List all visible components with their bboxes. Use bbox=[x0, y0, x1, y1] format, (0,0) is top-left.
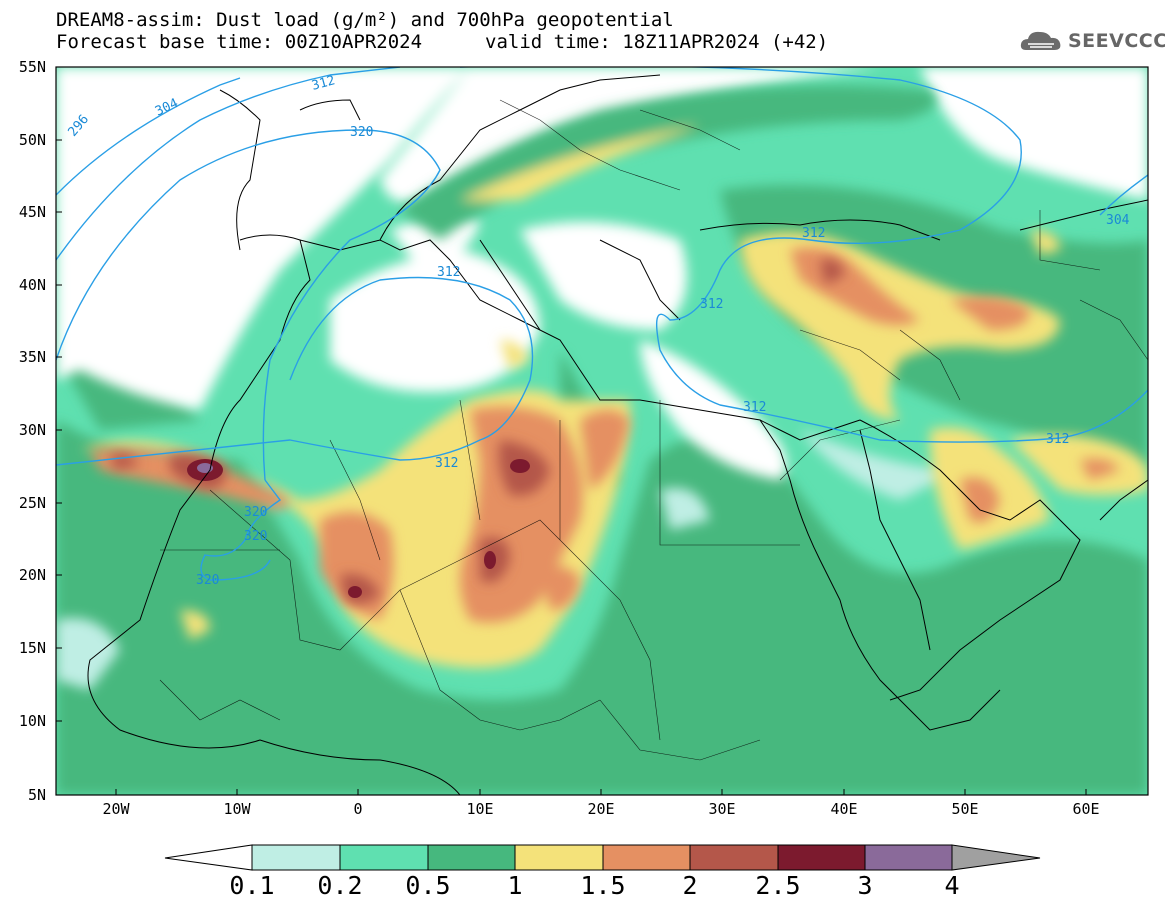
contour-labels: 296 304 312 320 312 320 312 312 312 320 … bbox=[66, 73, 1130, 588]
lon-label: 60E bbox=[1072, 800, 1100, 818]
contour-label: 320 bbox=[350, 125, 373, 140]
contour-label: 304 bbox=[1106, 213, 1130, 228]
colorbar-label: 0.1 bbox=[229, 871, 275, 900]
political-borders bbox=[159, 99, 1148, 761]
lat-label: 40N bbox=[18, 276, 46, 294]
contour-label: 312 bbox=[802, 226, 825, 241]
lon-label: 50E bbox=[951, 800, 979, 818]
colorbar-swatch bbox=[864, 844, 953, 871]
colorbar bbox=[164, 844, 1041, 871]
dust-free-areas bbox=[56, 67, 1148, 690]
lon-label: 20E bbox=[587, 800, 615, 818]
lat-label: 5N bbox=[27, 786, 46, 804]
contour-label: 320 bbox=[244, 529, 267, 544]
lat-label: 45N bbox=[18, 203, 46, 221]
colorbar-swatch bbox=[339, 844, 429, 871]
colorbar-swatch bbox=[427, 844, 516, 871]
map-title: DREAM8-assim: Dust load (g/m²) and 700hP… bbox=[56, 9, 674, 31]
cloud-icon bbox=[1020, 31, 1061, 50]
colorbar-label: 4 bbox=[944, 871, 960, 900]
colorbar-label: 2.5 bbox=[755, 871, 801, 900]
seevccc-logo: SEEVCCC bbox=[1018, 26, 1165, 56]
lat-label: 25N bbox=[18, 494, 46, 512]
contour-label: 312 bbox=[700, 297, 723, 312]
colorbar-label: 0.2 bbox=[317, 871, 363, 900]
lat-label: 30N bbox=[18, 421, 46, 439]
logo-text: SEEVCCC bbox=[1068, 30, 1165, 52]
axis-ticks bbox=[56, 66, 1087, 795]
contour-label: 320 bbox=[196, 573, 219, 588]
lon-label: 10W bbox=[223, 800, 251, 818]
lat-label: 15N bbox=[18, 639, 46, 657]
dust-level-3-areas bbox=[187, 459, 530, 598]
contour-label: 320 bbox=[244, 505, 267, 520]
colorbar-label: 0.5 bbox=[405, 871, 451, 900]
colorbar-under-arrow bbox=[164, 844, 253, 871]
colorbar-label: 2 bbox=[682, 871, 698, 900]
lat-label: 10N bbox=[18, 712, 46, 730]
colorbar-swatch bbox=[689, 844, 779, 871]
contour-label: 312 bbox=[435, 456, 458, 471]
lon-label: 20W bbox=[102, 800, 130, 818]
colorbar-label: 3 bbox=[857, 871, 873, 900]
dust-field bbox=[56, 67, 1148, 795]
colorbar-swatch bbox=[777, 844, 866, 871]
lon-label: 30E bbox=[708, 800, 736, 818]
colorbar-swatch bbox=[514, 844, 604, 871]
lat-label: 20N bbox=[18, 566, 46, 584]
contour-label: 312 bbox=[437, 265, 460, 280]
lat-label: 50N bbox=[18, 131, 46, 149]
lon-label: 10E bbox=[466, 800, 494, 818]
lat-label: 55N bbox=[18, 58, 46, 76]
colorbar-swatch bbox=[602, 844, 691, 871]
colorbar-swatch bbox=[251, 844, 341, 871]
colorbar-label: 1.5 bbox=[580, 871, 626, 900]
forecast-base-time: Forecast base time: 00Z10APR2024 bbox=[56, 31, 423, 53]
valid-time: valid time: 18Z11APR2024 (+42) bbox=[485, 31, 829, 53]
colorbar-label: 1 bbox=[507, 871, 523, 900]
lon-label: 40E bbox=[830, 800, 858, 818]
european-dust-band bbox=[400, 85, 936, 240]
lon-label: 0 bbox=[353, 800, 363, 818]
map-frame bbox=[55, 66, 1149, 796]
colorbar-over-arrow bbox=[951, 844, 1041, 871]
lat-label: 35N bbox=[18, 348, 46, 366]
contour-label: 312 bbox=[743, 400, 766, 415]
contour-label: 312 bbox=[310, 73, 337, 94]
geopotential-contours bbox=[56, 67, 1148, 581]
contour-label: 312 bbox=[1046, 432, 1069, 447]
